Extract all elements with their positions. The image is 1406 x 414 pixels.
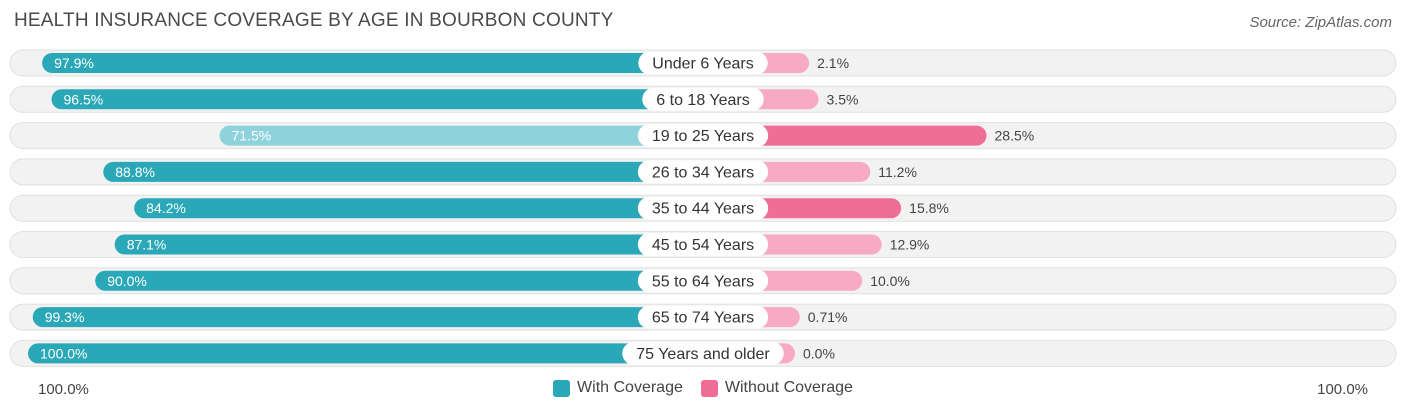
category-label: 45 to 54 Years [652,237,754,254]
category-label: 6 to 18 Years [656,92,749,109]
value-label-with-coverage: 97.9% [54,55,94,71]
chart-plot: 97.9% 2.1% Under 6 Years 96.5% 3.5% 6 to 18 Y… [9,49,1397,367]
value-label-without-coverage: 11.2% [878,164,917,180]
value-label-with-coverage: 100.0% [40,345,87,361]
legend-swatch-with-coverage [553,379,571,397]
bar-with-coverage[interactable] [114,234,701,255]
category-label: 55 to 64 Years [652,273,754,290]
bar-with-coverage[interactable] [32,307,701,328]
value-label-without-coverage: 12.9% [890,237,930,253]
legend-label-with-coverage: With Coverage [577,379,683,396]
category-pill [637,233,769,256]
value-label-with-coverage: 84.2% [146,200,186,216]
category-pill [637,196,769,220]
value-label-with-coverage: 87.1% [127,237,167,253]
legend-label-without-coverage: Without Coverage [724,379,853,396]
chart-legend: With Coverage Without Coverage [0,379,1406,397]
value-label-with-coverage: 88.8% [115,164,155,180]
value-label-without-coverage: 0.0% [803,345,835,361]
value-label-without-coverage: 0.71% [808,309,848,325]
bar-with-coverage[interactable] [219,125,700,146]
category-pill [642,87,764,111]
value-label-with-coverage: 96.5% [64,91,104,107]
value-label-without-coverage: 3.5% [827,91,859,107]
bar-with-coverage[interactable] [134,198,700,219]
category-label: 19 to 25 Years [652,128,754,145]
category-pill [637,305,769,329]
category-pill [622,341,784,365]
category-label: 75 Years and older [636,346,770,363]
bar-without-coverage[interactable] [700,125,987,146]
legend-swatch-without-coverage [700,379,718,397]
category-label: 26 to 34 Years [652,164,754,181]
bar-with-coverage[interactable] [51,89,700,110]
value-label-without-coverage: 15.8% [909,200,949,216]
category-pill [637,160,769,184]
axis-right-label: 100.0% [1317,381,1368,398]
value-label-without-coverage: 28.5% [995,128,1035,144]
value-label-without-coverage: 2.1% [817,55,849,71]
chart-title: HEALTH INSURANCE COVERAGE BY AGE IN BOUR… [14,10,614,31]
category-pill [637,124,769,148]
category-label: 65 to 74 Years [652,310,754,327]
bar-with-coverage[interactable] [28,343,700,364]
legend-item-with-coverage[interactable]: With Coverage [553,379,683,397]
bar-with-coverage[interactable] [103,161,701,182]
legend-item-without-coverage[interactable]: Without Coverage [700,379,853,397]
axis-left-label: 100.0% [38,381,89,398]
bar-with-coverage[interactable] [95,270,700,291]
category-pill [637,269,769,293]
value-label-with-coverage: 71.5% [232,128,272,144]
category-label: 35 to 44 Years [652,201,754,218]
value-label-with-coverage: 90.0% [107,273,147,289]
category-label: Under 6 Years [652,56,753,73]
value-label-without-coverage: 10.0% [870,273,910,289]
value-label-with-coverage: 99.3% [45,309,85,325]
bar-with-coverage[interactable] [42,53,700,73]
category-pill [638,51,768,75]
chart-source: Source: ZipAtlas.com [1249,14,1392,31]
